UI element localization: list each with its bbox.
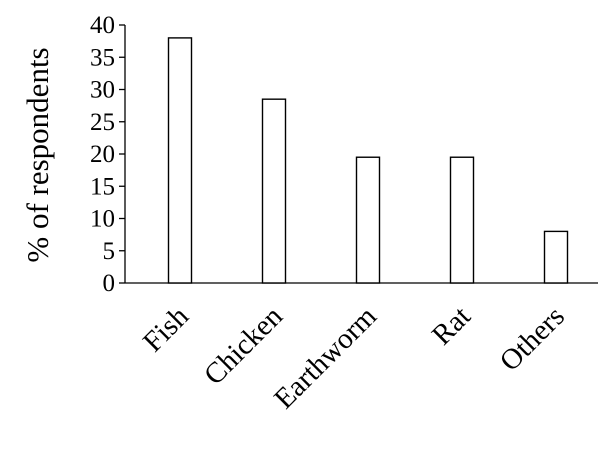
bar-others (543, 230, 569, 284)
x-tick-label: Chicken (198, 300, 289, 391)
bar-earthworm (355, 156, 381, 284)
y-tick-label: 30 (90, 77, 115, 104)
bar-chicken (261, 98, 287, 284)
y-tick-label: 20 (90, 141, 115, 168)
bars-group (167, 37, 569, 284)
x-tick-label: Rat (426, 300, 477, 351)
bar-fish (167, 37, 193, 284)
y-axis-title: % of respondents (20, 47, 55, 262)
y-tick-label: 5 (103, 238, 116, 265)
x-tick-label: Others (494, 300, 571, 377)
y-tick-label: 0 (103, 270, 116, 297)
y-tick-label: 35 (90, 44, 115, 71)
y-tick-label: 15 (90, 173, 115, 200)
y-tick-label: 25 (90, 109, 115, 136)
x-tick-label: Fish (137, 300, 195, 358)
y-tick-label: 10 (90, 206, 115, 233)
y-tick-label: 40 (90, 12, 115, 39)
x-tick-label: Earthworm (268, 300, 383, 415)
bar-rat (449, 156, 475, 284)
y-axis: 0 5 10 15 20 25 30 35 40 (90, 12, 126, 297)
